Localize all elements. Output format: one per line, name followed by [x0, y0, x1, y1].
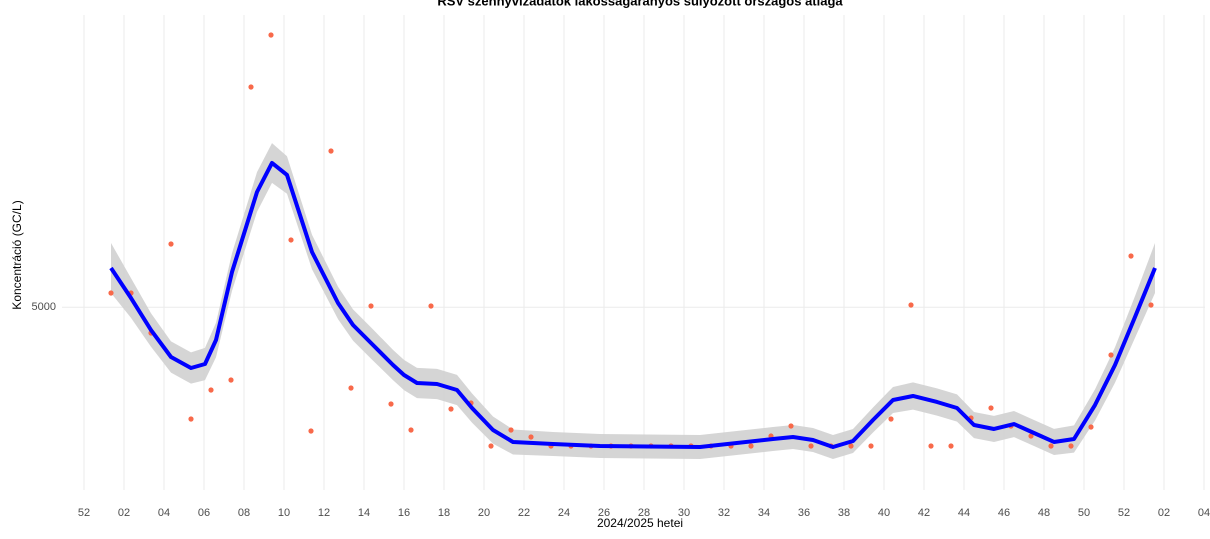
chart-title: RSV szennyvízadatok lakosságarányos súly… — [437, 0, 843, 8]
data-point — [808, 443, 814, 449]
data-point — [488, 443, 494, 449]
data-point — [1028, 433, 1034, 439]
x-tick-label: 24 — [558, 507, 570, 519]
smooth-line — [109, 160, 1157, 449]
data-point — [428, 303, 434, 309]
x-tick-label: 40 — [878, 507, 890, 519]
x-tick-label: 02 — [1158, 507, 1170, 519]
x-tick-label: 04 — [158, 507, 170, 519]
data-point — [788, 423, 794, 429]
x-tick-label: 36 — [798, 507, 810, 519]
x-tick-label: 28 — [638, 507, 650, 519]
data-point — [248, 84, 254, 90]
data-point — [848, 443, 854, 449]
x-axis-title: 2024/2025 hetei — [597, 516, 683, 530]
x-tick-label: 48 — [1038, 507, 1050, 519]
x-tick-label: 08 — [238, 507, 250, 519]
data-point — [1048, 443, 1054, 449]
data-point — [868, 443, 874, 449]
y-axis-title: Koncentráció (GC/L) — [10, 200, 24, 309]
data-point — [308, 428, 314, 434]
x-tick-label: 46 — [998, 507, 1010, 519]
x-tick-label: 16 — [398, 507, 410, 519]
y-tick-label: 5000 — [32, 301, 56, 313]
data-point — [328, 148, 334, 154]
data-point — [888, 416, 894, 422]
data-point — [288, 237, 294, 243]
data-point — [748, 443, 754, 449]
data-point — [908, 302, 914, 308]
data-point — [1128, 253, 1134, 259]
x-tick-label: 04 — [1198, 507, 1210, 519]
x-tick-label: 26 — [598, 507, 610, 519]
data-point — [508, 427, 514, 433]
data-point — [168, 241, 174, 247]
data-point — [268, 32, 274, 38]
x-tick-label: 06 — [198, 507, 210, 519]
data-point — [1088, 424, 1094, 430]
data-point — [388, 401, 394, 407]
confidence-band — [111, 143, 1155, 459]
x-tick-label: 02 — [118, 507, 130, 519]
x-tick-label: 10 — [278, 507, 290, 519]
data-point — [928, 443, 934, 449]
x-tick-label: 34 — [758, 507, 770, 519]
x-tick-label: 14 — [358, 507, 370, 519]
x-tick-label: 18 — [438, 507, 450, 519]
data-point — [528, 434, 534, 440]
x-tick-label: 50 — [1078, 507, 1090, 519]
data-point — [988, 405, 994, 411]
data-point — [1068, 443, 1074, 449]
x-tick-label: 22 — [518, 507, 530, 519]
x-tick-label: 20 — [478, 507, 490, 519]
x-tick-label: 52 — [78, 507, 90, 519]
data-point — [108, 290, 114, 296]
data-point — [1108, 352, 1114, 358]
x-tick-label: 30 — [678, 507, 690, 519]
data-point — [228, 377, 234, 383]
data-point — [188, 416, 194, 422]
data-point — [408, 427, 414, 433]
data-point — [1148, 302, 1154, 308]
x-tick-label: 32 — [718, 507, 730, 519]
x-tick-label: 38 — [838, 507, 850, 519]
x-tick-label: 44 — [958, 507, 970, 519]
x-tick-label: 42 — [918, 507, 930, 519]
data-point — [368, 303, 374, 309]
data-point — [208, 387, 214, 393]
data-point — [948, 443, 954, 449]
x-tick-label: 52 — [1118, 507, 1130, 519]
data-point — [448, 406, 454, 412]
x-tick-label: 12 — [318, 507, 330, 519]
data-point — [348, 385, 354, 391]
